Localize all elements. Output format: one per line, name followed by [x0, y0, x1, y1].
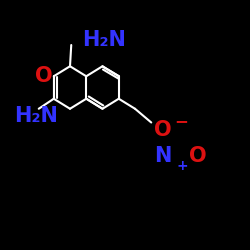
Text: O: O — [35, 66, 52, 86]
Text: O: O — [189, 146, 206, 166]
Text: +: + — [176, 159, 188, 173]
Text: H₂N: H₂N — [14, 106, 58, 126]
Text: N: N — [154, 146, 171, 166]
Text: O: O — [154, 120, 172, 140]
Text: H₂N: H₂N — [82, 30, 126, 50]
Text: −: − — [174, 112, 188, 130]
